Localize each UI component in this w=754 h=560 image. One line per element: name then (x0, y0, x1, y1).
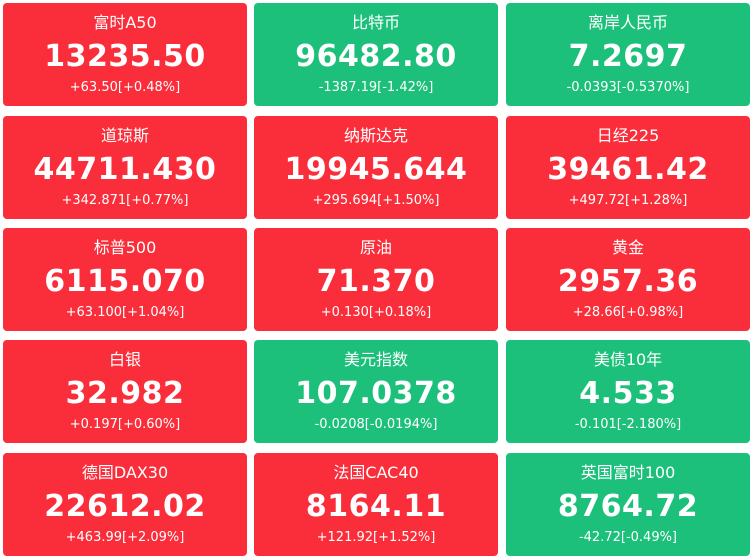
quote-price: 2957.36 (557, 264, 699, 299)
quote-change: +63.50[+0.48%] (69, 80, 181, 95)
quote-change: +342.871[+0.77%] (61, 193, 189, 208)
quote-tile-nasdaq[interactable]: 纳斯达克 19945.644 +295.694[+1.50%] (254, 116, 498, 219)
quote-name: 比特币 (351, 13, 400, 32)
quote-tile-offshore-rmb[interactable]: 离岸人民币 7.2697 -0.0393[-0.5370%] (506, 3, 750, 106)
quote-name: 白银 (108, 350, 141, 369)
quote-change: +63.100[+1.04%] (65, 305, 185, 320)
quote-name: 德国DAX30 (81, 463, 169, 482)
quote-price: 13235.50 (44, 39, 206, 74)
quote-price: 44711.430 (33, 152, 217, 187)
quote-name: 日经225 (596, 126, 660, 145)
quote-change: +295.694[+1.50%] (312, 193, 440, 208)
quote-name: 美债10年 (593, 350, 663, 369)
quote-name: 原油 (359, 238, 392, 257)
quote-change: -42.72[-0.49%] (578, 530, 678, 545)
quote-change: +0.130[+0.18%] (320, 305, 432, 320)
quote-price: 32.982 (65, 376, 185, 411)
quote-change: +121.92[+1.52%] (316, 530, 436, 545)
quote-price: 8764.72 (557, 489, 699, 524)
quote-tile-crude-oil[interactable]: 原油 71.370 +0.130[+0.18%] (254, 228, 498, 331)
quote-price: 4.533 (579, 376, 677, 411)
quote-tile-ftse-100[interactable]: 英国富时100 8764.72 -42.72[-0.49%] (506, 453, 750, 556)
quote-name: 离岸人民币 (587, 13, 668, 32)
quote-name: 黄金 (611, 238, 644, 257)
quote-tile-gold[interactable]: 黄金 2957.36 +28.66[+0.98%] (506, 228, 750, 331)
quote-price: 7.2697 (568, 39, 688, 74)
quote-tile-sp500[interactable]: 标普500 6115.070 +63.100[+1.04%] (3, 228, 247, 331)
quote-change: +0.197[+0.60%] (69, 417, 181, 432)
quote-tile-bitcoin[interactable]: 比特币 96482.80 -1387.19[-1.42%] (254, 3, 498, 106)
quote-name: 标普500 (93, 238, 157, 257)
quote-name: 富时A50 (93, 13, 157, 32)
quote-name: 道琼斯 (100, 126, 149, 145)
quote-tile-dow-jones[interactable]: 道琼斯 44711.430 +342.871[+0.77%] (3, 116, 247, 219)
quote-price: 19945.644 (284, 152, 468, 187)
quote-price: 6115.070 (44, 264, 206, 299)
quote-tile-dax30[interactable]: 德国DAX30 22612.02 +463.99[+2.09%] (3, 453, 247, 556)
quote-change: +497.72[+1.28%] (568, 193, 688, 208)
quote-name: 英国富时100 (580, 463, 676, 482)
quote-price: 39461.42 (547, 152, 709, 187)
quote-tile-dollar-index[interactable]: 美元指数 107.0378 -0.0208[-0.0194%] (254, 340, 498, 443)
quote-change: +28.66[+0.98%] (572, 305, 684, 320)
quote-price: 96482.80 (295, 39, 457, 74)
quote-tile-cac40[interactable]: 法国CAC40 8164.11 +121.92[+1.52%] (254, 453, 498, 556)
quote-change: -0.0393[-0.5370%] (566, 80, 690, 95)
quote-price: 22612.02 (44, 489, 206, 524)
quote-price: 107.0378 (295, 376, 457, 411)
quote-change: +463.99[+2.09%] (65, 530, 185, 545)
quote-change: -0.0208[-0.0194%] (314, 417, 438, 432)
quote-change: -0.101[-2.180%] (574, 417, 682, 432)
quote-tile-silver[interactable]: 白银 32.982 +0.197[+0.60%] (3, 340, 247, 443)
quote-name: 纳斯达克 (343, 126, 408, 145)
quote-name: 美元指数 (343, 350, 408, 369)
quote-price: 71.370 (316, 264, 436, 299)
quote-price: 8164.11 (305, 489, 447, 524)
quote-tile-nikkei-225[interactable]: 日经225 39461.42 +497.72[+1.28%] (506, 116, 750, 219)
quote-tile-ftse-a50[interactable]: 富时A50 13235.50 +63.50[+0.48%] (3, 3, 247, 106)
quote-change: -1387.19[-1.42%] (318, 80, 434, 95)
quote-name: 法国CAC40 (333, 463, 419, 482)
quote-tile-us-10y-treasury[interactable]: 美债10年 4.533 -0.101[-2.180%] (506, 340, 750, 443)
